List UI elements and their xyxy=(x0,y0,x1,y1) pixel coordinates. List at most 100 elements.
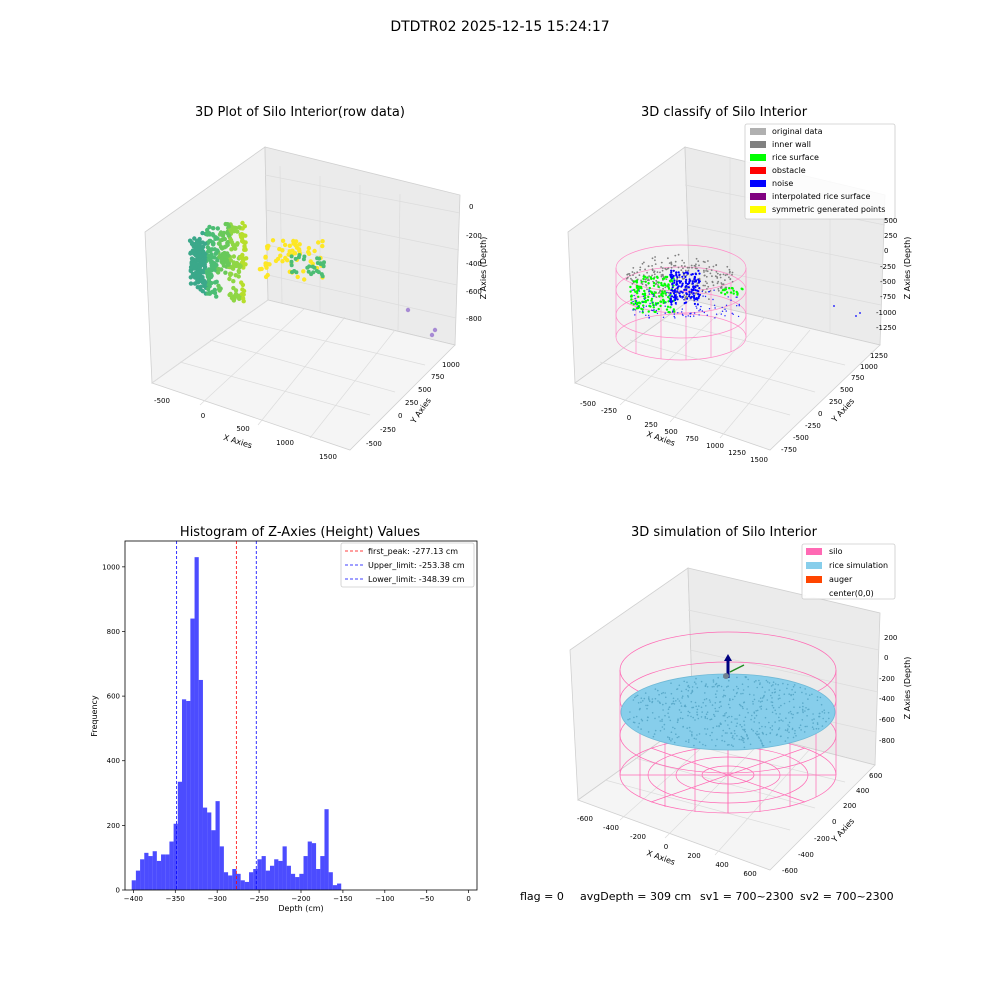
classify-noise-point xyxy=(697,278,700,281)
classify-ytick: -500 xyxy=(793,434,809,442)
sim-rice-dot xyxy=(759,682,761,684)
hist-bar xyxy=(223,872,229,890)
sim-rice-dot xyxy=(709,734,711,737)
classify-ytick: -750 xyxy=(781,446,797,454)
raw-point xyxy=(322,260,326,265)
sim-rice-dot xyxy=(710,718,713,720)
classify-noise-point xyxy=(671,300,674,303)
classify-wall-point xyxy=(696,267,698,270)
sim-xtick: 600 xyxy=(743,870,756,878)
classify-noise-point xyxy=(643,306,645,308)
sim-rice-dot xyxy=(774,721,776,723)
raw-point xyxy=(267,262,272,267)
classify-wall-point xyxy=(702,284,705,287)
raw-point xyxy=(217,232,223,237)
hist-bar xyxy=(240,880,245,890)
raw-z-ticks: 0 -200 -400 -600 -800 xyxy=(466,203,482,323)
sim-ytick: -200 xyxy=(814,835,830,843)
classify-rice-point xyxy=(650,297,654,300)
classify-wall-point xyxy=(660,261,663,264)
sim-rice-dot xyxy=(722,729,724,732)
sim-rice-dot xyxy=(679,702,682,704)
sim-legend-box xyxy=(801,543,896,600)
classify-noise-point xyxy=(681,282,684,285)
raw-outlier xyxy=(429,332,435,338)
sim-rice-dot xyxy=(717,676,719,679)
classify-ytick: -250 xyxy=(805,422,821,430)
sim-rice-dot xyxy=(733,738,735,740)
hist-bar xyxy=(249,872,254,890)
classify-rice-point xyxy=(731,287,734,290)
classify-xtick: -250 xyxy=(601,407,617,415)
sim-y-ticks: -600 -400 -200 0 200 400 600 xyxy=(782,772,882,875)
sim-rice-dot xyxy=(774,688,776,690)
sim-rice-dot xyxy=(783,693,786,695)
classify-rice-point xyxy=(635,286,639,289)
sim-rice-dot xyxy=(660,692,663,695)
sim-rice-dot xyxy=(771,711,774,714)
sim-rice-dot xyxy=(777,698,780,700)
classify-rice-point xyxy=(639,302,642,305)
classify-noise-point xyxy=(693,285,697,288)
classify-wall-point xyxy=(706,282,708,285)
classify-noise-point xyxy=(655,309,658,312)
sim-rice-dot xyxy=(642,700,644,702)
classify-noise-point xyxy=(706,314,708,316)
hist-title: Histogram of Z-Axies (Height) Values xyxy=(180,525,420,540)
classify-wall-point xyxy=(659,289,662,292)
hist-bar xyxy=(140,859,145,890)
hist-xtick-label: −250 xyxy=(249,895,268,903)
classify-noise-point xyxy=(672,274,675,277)
classify-wall-point xyxy=(720,287,723,289)
sim-rice-dot xyxy=(720,705,722,707)
classify-noise-point xyxy=(675,274,678,277)
classify-noise-point xyxy=(656,312,659,315)
classify-wall-point xyxy=(651,257,654,260)
raw-ztick: -400 xyxy=(466,260,482,268)
sim-rice-dot xyxy=(741,725,743,728)
sim-rice-dot xyxy=(791,716,794,719)
sim-rice-dot xyxy=(722,696,724,698)
sim-rice-dot xyxy=(759,697,762,699)
classify-noise-point xyxy=(633,294,635,297)
classify-rice-point xyxy=(662,284,665,287)
raw-point xyxy=(231,254,237,259)
classify-wall-point xyxy=(625,277,628,280)
classify-z-ticks: 500 250 0 -250 -500 -750 -1000 -1250 xyxy=(876,217,897,332)
classify-wall-point xyxy=(717,288,720,290)
classify-noise-point xyxy=(688,293,691,296)
raw-point xyxy=(287,249,292,254)
classify-wall-point xyxy=(709,272,712,275)
sim-rice-dot xyxy=(673,703,676,705)
classify-noise-point xyxy=(701,290,703,293)
sim-rice-dot xyxy=(646,719,649,722)
classify-wall-point xyxy=(688,266,690,269)
raw-point xyxy=(195,280,201,285)
classify-rice-point xyxy=(661,290,664,293)
sim-rice-dot xyxy=(704,692,706,694)
classify-rice-point xyxy=(632,303,635,306)
sim-rice-dot xyxy=(718,684,721,687)
legend-label: Lower_limit: -348.39 cm xyxy=(368,575,465,584)
raw-point xyxy=(213,251,219,256)
classify-noise-point xyxy=(715,313,718,315)
sim-rice-dot xyxy=(793,684,796,686)
classify-wall-point xyxy=(683,298,686,301)
raw-point xyxy=(198,254,204,259)
sim-rice-dot xyxy=(723,714,726,717)
classify-rice-point xyxy=(669,306,672,309)
sim-rice-dot xyxy=(705,713,708,715)
raw-point xyxy=(231,260,236,265)
hist-bar xyxy=(194,557,199,890)
sim-rice-dot xyxy=(794,732,796,735)
sim-rice-dot xyxy=(765,708,768,710)
legend-swatch xyxy=(750,141,766,148)
raw-point xyxy=(320,243,325,249)
sim-rice-dot xyxy=(640,697,643,699)
raw-point xyxy=(263,274,269,280)
classify-noise-point xyxy=(649,302,651,305)
sim-rice-dot xyxy=(812,713,814,715)
sim-xtick: 400 xyxy=(715,861,728,869)
sim-rice-dot xyxy=(654,688,657,690)
sim-rice-dot xyxy=(675,700,677,702)
